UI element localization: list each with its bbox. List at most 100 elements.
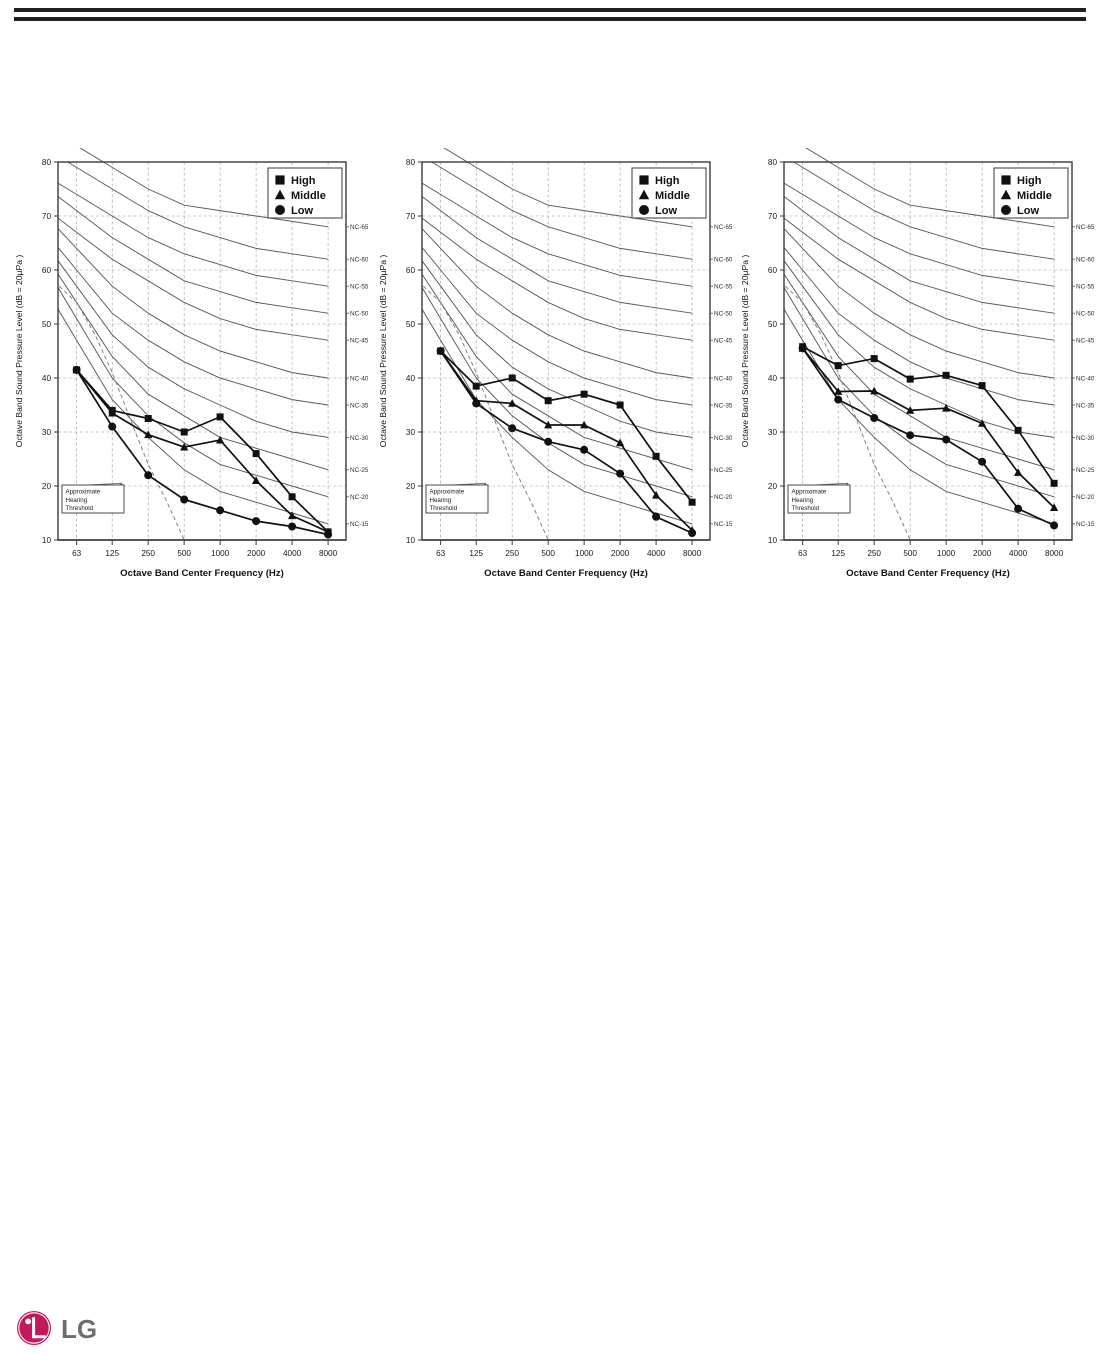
y-tick-label: 40 xyxy=(42,374,52,383)
marker-triangle xyxy=(942,403,951,412)
nc-curve xyxy=(57,308,329,525)
marker-circle xyxy=(544,437,553,446)
hearing-threshold-curve xyxy=(422,285,549,541)
annotation-line: Threshold xyxy=(430,505,458,512)
y-tick-label: 70 xyxy=(406,212,416,221)
y-tick-label: 50 xyxy=(406,320,416,329)
nc-curve-label: NC-50 xyxy=(714,311,732,318)
x-tick-label: 4000 xyxy=(283,549,302,558)
x-tick-label: 250 xyxy=(505,549,519,558)
nc-curve xyxy=(783,217,1055,341)
y-tick-label: 10 xyxy=(406,536,416,545)
data-series-low xyxy=(72,365,333,539)
marker-square xyxy=(652,452,660,460)
charts-row: NC-65 NC-60 NC-55 NC-50 NC-45 NC-40 NC-35 NC-30… xyxy=(0,148,1100,598)
annotation-line: Hearing xyxy=(430,497,452,504)
legend-label: Middle xyxy=(655,190,690,202)
lg-logo-svg: LG xyxy=(17,1311,97,1345)
x-tick-label: 500 xyxy=(177,549,191,558)
data-series-group xyxy=(436,346,697,537)
marker-triangle xyxy=(834,387,843,395)
marker-square xyxy=(616,401,624,409)
nc-curves: NC-65 NC-60 NC-55 NC-50 NC-45 NC-40 NC-35 NC-30… xyxy=(783,148,1094,528)
nc-curve xyxy=(57,273,329,471)
nc-curve-label: NC-15 xyxy=(350,521,368,528)
marker-triangle xyxy=(1050,503,1059,511)
chart-3-svg: NC-65 NC-60 NC-55 NC-50 NC-45 NC-40 NC-35 NC-30… xyxy=(734,148,1094,588)
marker-circle xyxy=(1014,504,1023,513)
marker-circle xyxy=(688,529,697,537)
legend-label: High xyxy=(291,175,316,187)
marker-circle xyxy=(108,422,117,431)
x-tick-label: 500 xyxy=(903,549,917,558)
marker-square xyxy=(688,498,696,506)
marker-circle xyxy=(508,424,517,433)
nc-curve-label: NC-30 xyxy=(1076,435,1094,442)
nc-curve-label: NC-15 xyxy=(714,521,732,528)
nc-curve-label: NC-25 xyxy=(714,467,732,474)
x-tick-label: 1000 xyxy=(575,549,594,558)
annotation-line: Threshold xyxy=(66,505,94,512)
nc-curve xyxy=(783,308,1055,525)
hearing-threshold-curve xyxy=(784,285,911,541)
legend-label: High xyxy=(1017,175,1042,187)
nc-curve xyxy=(57,246,329,406)
y-tick-label: 80 xyxy=(406,158,416,167)
nc-curve-label: NC-25 xyxy=(1076,467,1094,474)
lg-logo-wordmark: LG xyxy=(61,1314,97,1344)
annotation-line: Approximate xyxy=(792,488,827,495)
marker-triangle xyxy=(544,420,553,429)
series-line xyxy=(439,350,693,531)
chart-2-svg: NC-65 NC-60 NC-55 NC-50 NC-45 NC-40 NC-35 NC-30… xyxy=(372,148,732,588)
nc-curve xyxy=(805,148,1055,228)
marker-circle xyxy=(144,471,153,480)
series-line xyxy=(440,350,693,503)
y-axis: 10 20 30 40 50 60 70 80 xyxy=(406,158,422,545)
nc-curve-label: NC-45 xyxy=(350,338,368,345)
x-tick-label: 500 xyxy=(541,549,555,558)
lg-logo-face-letter xyxy=(32,1317,46,1339)
x-axis-title: Octave Band Center Frequency (Hz) xyxy=(484,568,648,579)
x-tick-label: 125 xyxy=(105,549,119,558)
y-axis-title: Octave Band Sound Pressure Level (dB = 2… xyxy=(378,255,388,448)
nc-curve xyxy=(57,260,329,438)
annotation-line: Threshold xyxy=(792,505,820,512)
marker-circle xyxy=(436,347,445,355)
nc-curve-label: NC-65 xyxy=(1076,224,1094,231)
nc-curve-label: NC-45 xyxy=(1076,338,1094,345)
top-divider-rules xyxy=(14,8,1086,21)
y-tick-label: 80 xyxy=(42,158,52,167)
marker-triangle xyxy=(144,430,153,439)
marker-circle xyxy=(942,435,951,444)
legend: High Middle Low xyxy=(993,167,1069,219)
marker-circle xyxy=(252,517,261,526)
annotation-line: Approximate xyxy=(66,488,101,495)
nc-curve xyxy=(79,148,329,228)
marker-circle xyxy=(870,414,879,422)
nc-curve-label: NC-55 xyxy=(350,284,368,291)
y-tick-label: 40 xyxy=(406,374,416,383)
marker-circle xyxy=(580,445,589,454)
legend-marker-triangle xyxy=(1000,189,1012,200)
marker-circle xyxy=(652,512,661,521)
y-tick-label: 70 xyxy=(768,212,778,221)
nc-curve-label: NC-20 xyxy=(350,494,368,501)
marker-square xyxy=(942,371,950,379)
data-series-low xyxy=(436,347,697,537)
marker-square xyxy=(580,390,588,398)
x-tick-label: 8000 xyxy=(319,549,338,558)
data-series-high xyxy=(799,343,1058,487)
marker-circle xyxy=(472,399,481,408)
y-tick-label: 60 xyxy=(768,266,778,275)
chart-panel-1: NC-65 NC-60 NC-55 NC-50 NC-45 NC-40 NC-35 NC-30… xyxy=(8,148,368,588)
nc-curve-label: NC-20 xyxy=(714,494,732,501)
x-tick-label: 63 xyxy=(798,549,808,558)
series-line xyxy=(439,350,693,534)
nc-curve xyxy=(431,161,693,260)
y-axis-title: Octave Band Sound Pressure Level (dB = 2… xyxy=(740,255,750,448)
marker-triangle xyxy=(252,476,261,484)
x-tick-label: 125 xyxy=(469,549,483,558)
legend-marker-square xyxy=(275,175,285,185)
x-tick-label: 2000 xyxy=(973,549,992,558)
